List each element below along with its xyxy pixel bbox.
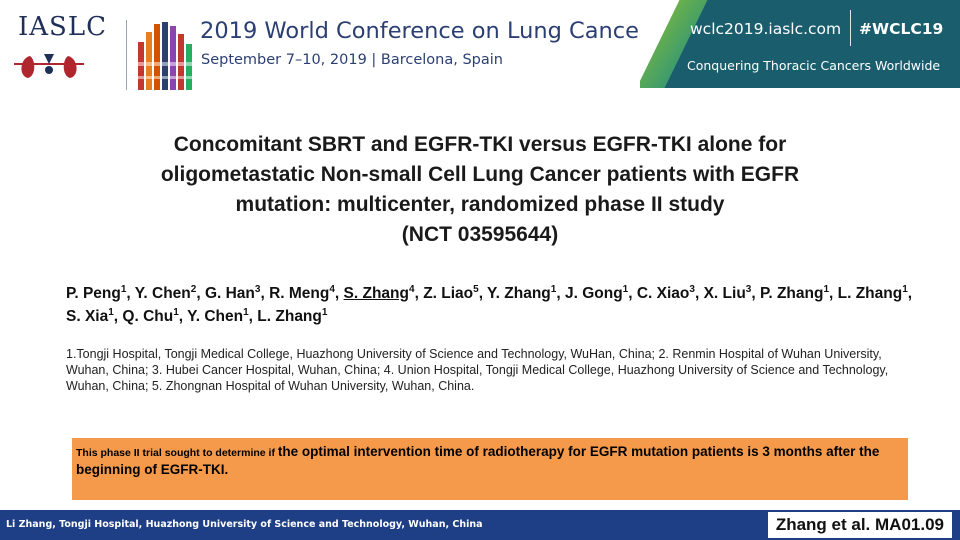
author-name: S. Zhang (343, 285, 409, 302)
author-affiliation-number: 3 (254, 283, 261, 295)
banner-divider (850, 10, 851, 46)
author-name: C. Xiao (636, 285, 690, 302)
conference-dates: September 7–10, 2019 | Barcelona, Spain (201, 52, 503, 68)
author-name: Q. Chu (122, 308, 174, 325)
author: G. Han3, (204, 283, 270, 302)
author-separator: , (907, 285, 913, 302)
author-name: L. Zhang (837, 285, 903, 302)
author-affiliation-number: 5 (473, 283, 479, 295)
author-separator: , (248, 308, 258, 325)
author: S. Xia1, (66, 306, 123, 325)
study-title-line: (NCT 03595644) (401, 223, 559, 246)
author-affiliation-number: 4 (409, 283, 415, 295)
author-separator: , (751, 285, 760, 302)
author: L. Zhang1, (837, 283, 913, 302)
author: R. Meng4, (269, 283, 344, 302)
author: L. Zhang1 (257, 306, 328, 325)
author-separator: , (126, 285, 135, 302)
iaslc-logo: IASLC (14, 10, 192, 90)
author-name: Z. Liao (423, 285, 474, 302)
author-separator: , (556, 285, 565, 302)
author-affiliation-number: 2 (190, 283, 197, 295)
author-separator: , (260, 285, 270, 302)
sagrada-familia-icon (138, 22, 192, 90)
author-separator: , (113, 308, 123, 325)
author-affiliation-number: 1 (550, 283, 557, 295)
author-name: R. Meng (269, 285, 330, 302)
abstract-id: Zhang et al. MA01.09 (767, 512, 952, 538)
study-title-line: mutation: multicenter, randomized phase … (235, 193, 725, 216)
footer-bar: Li Zhang, Tongji Hospital, Huazhong Univ… (0, 510, 960, 540)
author: P. Zhang1, (759, 283, 838, 302)
author: J. Gong1, (564, 283, 637, 302)
author: C. Xiao3, (636, 283, 704, 302)
author-affiliation-number: 4 (329, 283, 335, 295)
author-name: Y. Chen (187, 308, 244, 325)
study-title-line: oligometastatic Non-small Cell Lung Canc… (160, 163, 800, 186)
author-name: Y. Zhang (487, 285, 551, 302)
author-affiliation-number: 1 (321, 306, 328, 318)
author-name: G. Han (204, 285, 255, 302)
conference-header: IASLC 2019 World Conference on Lung Canc… (0, 0, 960, 92)
author: Y. Chen1, (187, 306, 258, 325)
author-separator: , (478, 285, 488, 302)
author-name: J. Gong (564, 285, 623, 302)
conference-slogan: Conquering Thoracic Cancers Worldwide (687, 58, 941, 73)
author-affiliation-number: 1 (243, 306, 249, 318)
iaslc-logo-text: IASLC (18, 12, 108, 42)
author-name: Y. Chen (134, 285, 191, 302)
author: Y. Chen2, (134, 283, 205, 302)
author: Z. Liao5, (423, 283, 488, 302)
author-affiliation-number: 1 (108, 306, 114, 318)
author-affiliation-number: 1 (173, 306, 179, 318)
study-aim-text: the optimal intervention time of radioth… (76, 444, 880, 477)
author-list: P. Peng1, Y. Chen2, G. Han3, R. Meng4, S… (66, 282, 916, 328)
author-affiliation-number: 3 (745, 283, 752, 295)
author-separator: , (628, 285, 637, 302)
author-affiliation-number: 1 (622, 283, 629, 295)
conference-title: 2019 World Conference on Lung Cancer (200, 18, 649, 44)
study-aim-lead: This phase II trial sought to determine … (76, 447, 278, 459)
author: P. Peng1, (66, 283, 135, 302)
affiliations: 1.Tongji Hospital, Tongji Medical Colleg… (66, 347, 889, 393)
author-separator: , (694, 285, 704, 302)
author-separator: , (196, 285, 205, 302)
conference-website: wclc2019.iaslc.com (690, 20, 842, 38)
author: Q. Chu1, (122, 306, 188, 325)
study-title: Concomitant SBRT and EGFR-TKI versus EGF… (60, 130, 900, 250)
presenting-author: S. Zhang4, (343, 283, 424, 302)
author-separator: , (829, 285, 838, 302)
author-affiliation-number: 1 (823, 283, 829, 295)
conference-hashtag: #WCLC19 (859, 20, 944, 38)
author-name: P. Zhang (759, 285, 824, 302)
author-affiliation-number: 3 (689, 283, 695, 295)
presenter-affiliation: Li Zhang, Tongji Hospital, Huazhong Univ… (6, 519, 483, 530)
author-name: S. Xia (66, 308, 109, 325)
conference-banner: wclc2019.iaslc.com #WCLC19 Conquering Th… (640, 0, 960, 88)
study-title-line: Concomitant SBRT and EGFR-TKI versus EGF… (173, 133, 787, 156)
author-separator: , (334, 285, 344, 302)
author: X. Liu3, (703, 283, 760, 302)
author-affiliation-number: 1 (120, 283, 127, 295)
author-separator: , (178, 308, 188, 325)
author-affiliation-number: 1 (902, 283, 908, 295)
author-separator: , (414, 285, 424, 302)
author-name: X. Liu (703, 285, 746, 302)
author: Y. Zhang1, (487, 283, 565, 302)
lungs-logo-icon (14, 54, 84, 78)
study-aim-box: This phase II trial sought to determine … (72, 438, 908, 500)
header-divider (126, 20, 127, 90)
author-name: L. Zhang (257, 308, 322, 325)
author-name: P. Peng (66, 285, 121, 302)
